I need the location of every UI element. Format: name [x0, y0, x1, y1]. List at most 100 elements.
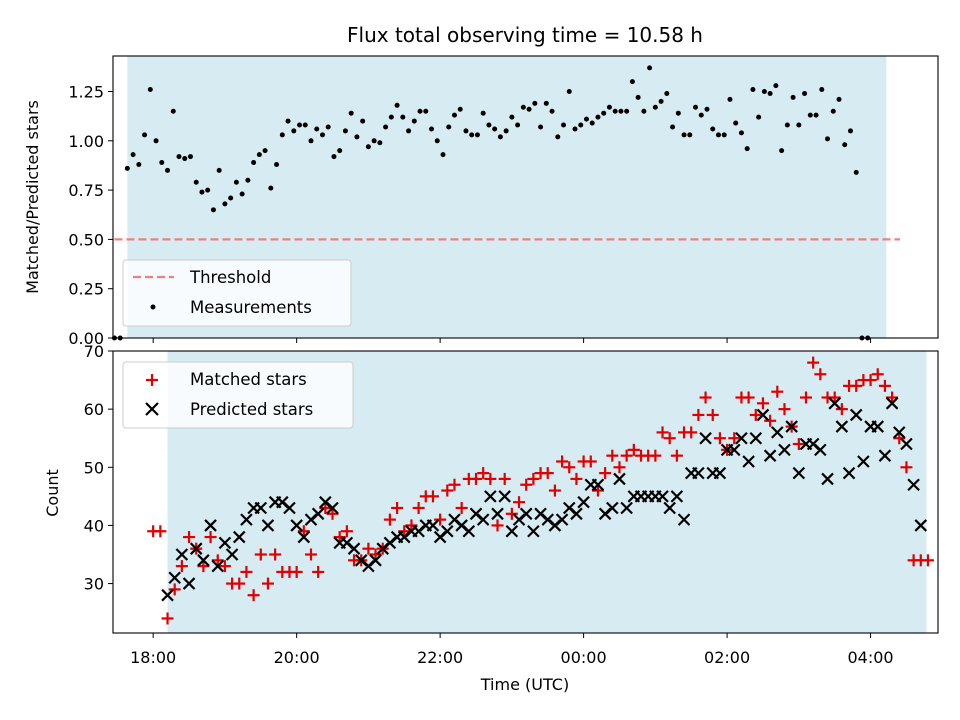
measurement-point — [802, 90, 808, 96]
matched-star-point — [218, 560, 231, 573]
y-tick-label: 0.25 — [68, 280, 104, 299]
measurement-point — [836, 96, 842, 102]
measurement-point — [319, 132, 325, 138]
predicted-star-point — [240, 513, 253, 526]
matched-star-point — [563, 461, 576, 474]
measurement-point — [314, 126, 320, 132]
measurement-point — [842, 142, 848, 148]
predicted-star-point — [742, 455, 755, 468]
top-legend: Threshold Measurements — [122, 259, 352, 327]
matched-star-point — [434, 513, 447, 526]
measurement-point — [233, 179, 239, 185]
matched-star-point — [391, 501, 404, 514]
matched-star-point — [756, 397, 769, 410]
matched-star-point — [498, 472, 511, 485]
measurement-point — [446, 124, 452, 130]
matched-star-point — [620, 449, 633, 462]
y-tick-label: 1.00 — [68, 132, 104, 151]
matched-star-point — [168, 583, 181, 596]
measurement-point — [635, 94, 641, 100]
measurement-point — [486, 122, 492, 128]
measurement-point — [561, 122, 567, 128]
matched-star-point — [613, 461, 626, 474]
matched-star-point — [470, 472, 482, 485]
predicted-star-point — [656, 490, 669, 503]
predicted-star-point — [763, 449, 777, 462]
measurement-point — [727, 96, 733, 102]
measurement-point — [710, 126, 716, 132]
measurement-point — [228, 195, 234, 201]
matched-star-point — [656, 426, 669, 439]
measurement-point — [578, 122, 584, 128]
predicted-star-point — [218, 536, 232, 550]
measurement-point — [497, 134, 503, 140]
matched-legend-swatch — [146, 374, 158, 386]
bottom-plot-frame — [112, 350, 939, 634]
top-plot-frame — [112, 55, 939, 339]
measurement-point — [549, 108, 555, 114]
predicted-star-point — [311, 507, 325, 521]
measurement-point — [348, 110, 354, 116]
matched-star-point — [878, 379, 891, 392]
predicted-legend-label: Predicted stars — [190, 400, 313, 419]
measurement-point — [825, 136, 831, 142]
matched-star-point — [541, 467, 554, 480]
matched-star-point — [742, 391, 755, 404]
predicted-star-point — [570, 507, 583, 521]
predicted-star-point — [735, 431, 748, 445]
measurement-point — [256, 152, 262, 158]
measurement-point — [687, 132, 693, 138]
matched-star-point — [197, 560, 210, 573]
matched-star-point — [333, 531, 346, 544]
y-tick-label: 70 — [84, 342, 104, 361]
measurement-point — [239, 191, 245, 197]
predicted-star-point — [225, 548, 239, 561]
measurement-point — [773, 83, 779, 89]
measurement-point — [807, 112, 813, 118]
matched-star-point — [800, 391, 812, 404]
x-tick-label: 22:00 — [417, 648, 463, 667]
measurement-point — [325, 124, 331, 130]
predicted-star-point — [692, 466, 705, 480]
measurement-point — [520, 104, 526, 110]
measurement-point — [474, 132, 480, 138]
matched-star-point — [369, 548, 382, 561]
x-tick-label: 02:00 — [704, 648, 750, 667]
measurement-point — [779, 148, 785, 154]
measurement-point — [451, 112, 457, 118]
measurement-point — [693, 104, 699, 110]
predicted-star-point — [871, 420, 885, 433]
measurement-point — [308, 138, 314, 144]
measurement-point — [142, 132, 148, 138]
matched-star-point — [154, 525, 167, 538]
measurement-point — [297, 122, 303, 128]
measurement-point — [532, 100, 538, 106]
measurement-point — [411, 118, 417, 124]
measurement-point — [199, 189, 205, 195]
measurement-point — [365, 144, 371, 150]
matched-star-point — [627, 443, 640, 456]
measurement-point — [210, 207, 216, 213]
measurement-point — [658, 98, 664, 104]
measurement-point — [744, 146, 750, 152]
predicted-star-point — [900, 437, 913, 451]
matched-star-point — [269, 548, 282, 561]
matched-star-point — [699, 391, 712, 404]
measurement-point — [153, 138, 159, 144]
measurement-point — [147, 87, 153, 93]
measurement-point — [302, 122, 308, 128]
matched-star-point — [513, 496, 526, 509]
matched-star-point — [211, 554, 224, 567]
matched-star-point — [233, 577, 246, 590]
matched-star-point — [649, 449, 662, 462]
x-axis-label: Time (UTC) — [480, 675, 569, 694]
predicted-star-point — [885, 397, 899, 410]
matched-star-point — [441, 484, 454, 497]
measurement-point — [715, 132, 721, 138]
measurement-point — [733, 120, 739, 126]
matched-star-point — [412, 501, 425, 514]
measurement-point — [675, 110, 681, 116]
predicted-star-point — [842, 466, 856, 480]
matched-star-point — [477, 467, 490, 480]
measurements-legend-label: Measurements — [190, 298, 312, 317]
